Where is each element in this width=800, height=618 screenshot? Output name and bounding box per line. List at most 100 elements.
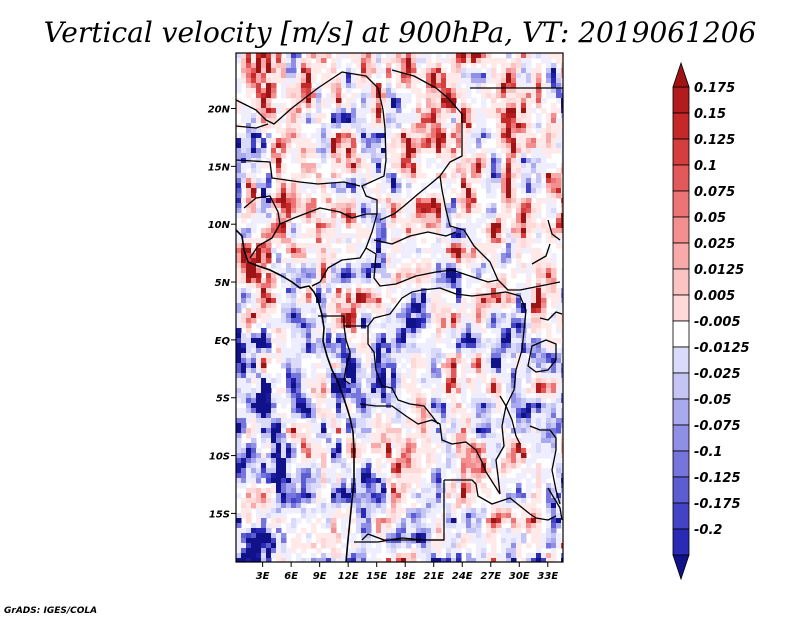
velocity-cell bbox=[236, 268, 242, 274]
velocity-cell bbox=[456, 473, 462, 479]
velocity-cell bbox=[391, 118, 397, 124]
velocity-cell bbox=[431, 98, 437, 104]
velocity-cell bbox=[366, 318, 372, 324]
velocity-cell bbox=[376, 248, 382, 254]
velocity-cell bbox=[401, 468, 407, 474]
velocity-cell bbox=[276, 448, 282, 454]
velocity-cell bbox=[326, 253, 332, 259]
velocity-cell bbox=[236, 238, 242, 244]
velocity-cell bbox=[441, 328, 447, 334]
velocity-cell bbox=[336, 483, 342, 489]
velocity-cell bbox=[236, 438, 242, 444]
velocity-cell bbox=[391, 173, 397, 179]
velocity-cell bbox=[426, 493, 432, 499]
velocity-cell bbox=[486, 113, 492, 119]
velocity-cell bbox=[446, 388, 452, 394]
velocity-cell bbox=[411, 358, 417, 364]
velocity-cell bbox=[536, 348, 542, 354]
velocity-cell bbox=[436, 228, 442, 234]
velocity-cell bbox=[461, 328, 467, 334]
velocity-cell bbox=[271, 208, 277, 214]
velocity-cell bbox=[536, 178, 542, 184]
velocity-cell bbox=[431, 348, 437, 354]
velocity-cell bbox=[391, 458, 397, 464]
velocity-cell bbox=[506, 163, 512, 169]
velocity-cell bbox=[246, 398, 252, 404]
velocity-cell bbox=[286, 213, 292, 219]
velocity-cell bbox=[316, 338, 322, 344]
velocity-cell bbox=[446, 463, 452, 469]
velocity-cell bbox=[326, 98, 332, 104]
velocity-cell bbox=[516, 258, 522, 264]
velocity-cell bbox=[471, 383, 477, 389]
velocity-cell bbox=[346, 78, 352, 84]
velocity-cell bbox=[531, 433, 537, 439]
velocity-cell bbox=[436, 268, 442, 274]
velocity-cell bbox=[431, 213, 437, 219]
velocity-cell bbox=[336, 58, 342, 64]
velocity-cell bbox=[396, 73, 402, 79]
velocity-cell bbox=[256, 493, 262, 499]
velocity-cell bbox=[506, 338, 512, 344]
velocity-cell bbox=[546, 178, 552, 184]
velocity-cell bbox=[481, 338, 487, 344]
velocity-cell bbox=[446, 488, 452, 494]
velocity-cell bbox=[376, 503, 382, 509]
velocity-cell bbox=[301, 293, 307, 299]
velocity-cell bbox=[441, 128, 447, 134]
velocity-cell bbox=[351, 303, 357, 309]
velocity-cell bbox=[261, 73, 267, 79]
velocity-cell bbox=[386, 418, 392, 424]
velocity-cell bbox=[241, 298, 247, 304]
velocity-cell bbox=[331, 323, 337, 329]
velocity-cell bbox=[316, 173, 322, 179]
velocity-cell bbox=[366, 293, 372, 299]
velocity-cell bbox=[276, 428, 282, 434]
velocity-cell bbox=[286, 273, 292, 279]
velocity-cell bbox=[266, 273, 272, 279]
velocity-cell bbox=[416, 423, 422, 429]
velocity-cell bbox=[346, 53, 352, 59]
velocity-cell bbox=[456, 78, 462, 84]
velocity-cell bbox=[556, 218, 562, 224]
velocity-cell bbox=[246, 293, 252, 299]
velocity-cell bbox=[316, 398, 322, 404]
velocity-cell bbox=[426, 453, 432, 459]
velocity-cell bbox=[446, 363, 452, 369]
velocity-cell bbox=[311, 248, 317, 254]
velocity-cell bbox=[306, 378, 312, 384]
velocity-cell bbox=[446, 278, 452, 284]
velocity-cell bbox=[561, 193, 563, 199]
velocity-cell bbox=[446, 73, 452, 79]
velocity-cell bbox=[251, 483, 257, 489]
velocity-cell bbox=[431, 373, 437, 379]
velocity-cell bbox=[501, 423, 507, 429]
velocity-cell bbox=[531, 453, 537, 459]
velocity-cell bbox=[241, 398, 247, 404]
velocity-cell bbox=[341, 503, 347, 509]
velocity-cell bbox=[371, 213, 377, 219]
velocity-cell bbox=[501, 128, 507, 134]
velocity-cell bbox=[316, 468, 322, 474]
velocity-cell bbox=[291, 253, 297, 259]
velocity-cell bbox=[511, 343, 517, 349]
velocity-cell bbox=[366, 353, 372, 359]
velocity-cell bbox=[271, 108, 277, 114]
velocity-cell bbox=[396, 413, 402, 419]
velocity-cell bbox=[271, 303, 277, 309]
velocity-cell bbox=[246, 78, 252, 84]
velocity-cell bbox=[281, 358, 287, 364]
velocity-cell bbox=[271, 488, 277, 494]
velocity-cell bbox=[251, 423, 257, 429]
velocity-cell bbox=[391, 283, 397, 289]
velocity-cell bbox=[536, 158, 542, 164]
velocity-cell bbox=[246, 413, 252, 419]
velocity-cell bbox=[431, 303, 437, 309]
velocity-cell bbox=[486, 158, 492, 164]
velocity-cell bbox=[246, 503, 252, 509]
velocity-cell bbox=[301, 138, 307, 144]
velocity-cell bbox=[361, 138, 367, 144]
velocity-cell bbox=[306, 353, 312, 359]
velocity-cell bbox=[346, 468, 352, 474]
velocity-cell bbox=[386, 58, 392, 64]
